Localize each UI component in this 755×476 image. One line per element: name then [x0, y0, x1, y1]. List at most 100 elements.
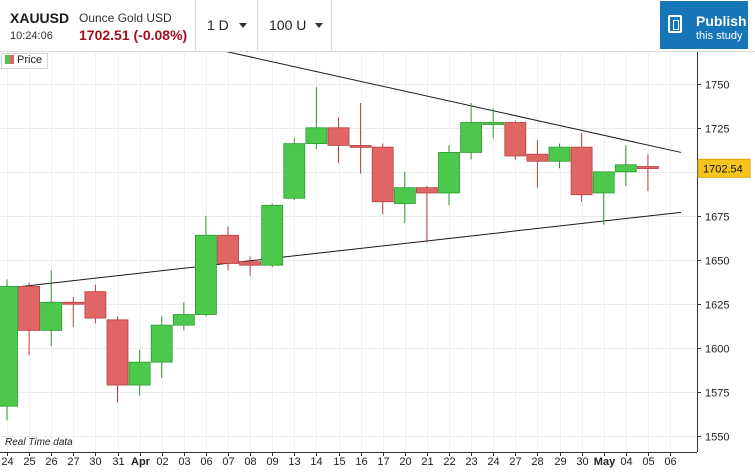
- x-tick-label: 09: [266, 456, 278, 468]
- y-tick-label: 1675: [705, 212, 729, 224]
- x-tick-label: 24: [1, 456, 13, 468]
- candle-up: [592, 171, 615, 194]
- candle-down: [84, 291, 107, 319]
- candle-down: [217, 234, 239, 264]
- x-tick-label: 13: [288, 456, 300, 468]
- x-tick-label: 06: [200, 456, 212, 468]
- candle-up: [128, 361, 151, 386]
- symbol-info: XAUUSD Ounce Gold USD 10:24:06 1702.51 (…: [0, 0, 196, 52]
- symbol-label: XAUUSD: [10, 10, 70, 26]
- chevron-down-icon: [239, 23, 247, 28]
- chart-grid: [0, 52, 697, 452]
- current-price-label: 1702.54: [703, 163, 743, 175]
- x-tick-label: 27: [67, 456, 79, 468]
- x-tick-label: 26: [45, 456, 57, 468]
- current-price-box: [697, 158, 751, 178]
- candle-down: [371, 146, 394, 203]
- x-tick-label: Apr: [131, 456, 151, 468]
- y-tick-label: 1550: [705, 432, 729, 444]
- x-tick-label: 24: [487, 456, 499, 468]
- x-tick-label: 08: [244, 456, 256, 468]
- x-tick-label: 21: [421, 456, 433, 468]
- publish-icon: [668, 15, 682, 33]
- trend-line: [6, 211, 682, 289]
- candle-up: [0, 285, 18, 407]
- candle-up: [261, 204, 284, 266]
- candle-down: [239, 261, 262, 266]
- candle-down: [62, 301, 85, 305]
- toolbar: XAUUSD Ounce Gold USD 10:24:06 1702.51 (…: [0, 0, 755, 52]
- candle-up: [305, 127, 328, 145]
- x-tick-label: 06: [664, 456, 676, 468]
- x-tick-label: May: [594, 456, 616, 468]
- x-tick-label: 04: [620, 456, 632, 468]
- candle-down: [570, 146, 593, 196]
- series-legend[interactable]: Price: [1, 53, 49, 69]
- candles: [0, 87, 659, 421]
- realtime-notice: Real Time data: [5, 437, 73, 448]
- quote-time: 10:24:06: [10, 30, 53, 42]
- publish-study-button[interactable]: Publish this study: [660, 1, 748, 49]
- candle-up: [482, 122, 505, 125]
- candle-up: [283, 143, 306, 199]
- date-axis: 24 25 26 27 30 31 Apr 02 03 06 07 08 09 13 14 15 16 17 20 2…: [0, 452, 697, 468]
- candle-up: [150, 324, 173, 363]
- x-tick-label: 27: [509, 456, 521, 468]
- x-tick-label: 31: [112, 456, 124, 468]
- price-swatch-icon: [5, 55, 14, 64]
- x-tick-label: 17: [377, 456, 389, 468]
- candle-down: [637, 166, 659, 169]
- candle-up: [548, 146, 571, 162]
- candle-down: [106, 319, 129, 386]
- candle-up: [194, 234, 217, 315]
- price-axis: 1550157516001625165016751700172517501702…: [697, 52, 755, 476]
- x-tick-label: 05: [642, 456, 654, 468]
- candle-up: [614, 164, 637, 173]
- x-tick-label: 30: [576, 456, 588, 468]
- x-tick-label: 16: [355, 456, 367, 468]
- x-tick-label: 25: [23, 456, 35, 468]
- chevron-down-icon: [315, 23, 323, 28]
- trend-line: [225, 52, 682, 153]
- x-tick-label: 02: [156, 456, 168, 468]
- x-tick-label: 14: [310, 456, 322, 468]
- x-tick-label: 07: [222, 456, 234, 468]
- candlestick-chart[interactable]: 1550157516001625165016751700172517501702…: [0, 52, 755, 476]
- y-tick-label: 1725: [705, 124, 729, 136]
- interval-value: 1 D: [207, 17, 229, 33]
- candle-up: [393, 187, 416, 204]
- x-tick-label: 20: [399, 456, 411, 468]
- legend-label: Price: [17, 54, 43, 66]
- x-tick-label: 22: [443, 456, 455, 468]
- y-tick-label: 1625: [705, 300, 729, 312]
- candle-down: [18, 285, 41, 331]
- y-tick-label: 1750: [705, 80, 729, 92]
- x-tick-label: 23: [465, 456, 477, 468]
- y-tick-label: 1650: [705, 256, 729, 268]
- publish-title: Publish: [696, 13, 747, 29]
- last-price: 1702.51 (-0.08%): [79, 27, 188, 43]
- range-value: 100 U: [269, 17, 307, 33]
- candle-down: [415, 187, 438, 194]
- price-axis-panel: [697, 52, 755, 476]
- x-tick-label: 15: [333, 456, 345, 468]
- interval-dropdown[interactable]: 1 D: [196, 0, 258, 52]
- candle-up: [40, 301, 63, 331]
- candle-up: [460, 122, 483, 153]
- x-tick-label: 29: [554, 456, 566, 468]
- x-tick-label: 28: [531, 456, 543, 468]
- range-dropdown[interactable]: 100 U: [258, 0, 332, 52]
- candle-down: [526, 153, 549, 162]
- y-tick-label: 1575: [705, 388, 729, 400]
- candle-down: [504, 122, 527, 157]
- candle-up: [172, 314, 195, 326]
- instrument-name: Ounce Gold USD: [79, 11, 172, 25]
- publish-subtitle: this study: [696, 30, 743, 42]
- candle-down: [349, 144, 372, 148]
- candle-up: [438, 152, 460, 194]
- y-tick-label: 1600: [705, 344, 729, 356]
- x-tick-label: 30: [89, 456, 101, 468]
- trend-lines: [6, 52, 682, 289]
- x-tick-label: 03: [178, 456, 190, 468]
- candle-down: [327, 127, 350, 146]
